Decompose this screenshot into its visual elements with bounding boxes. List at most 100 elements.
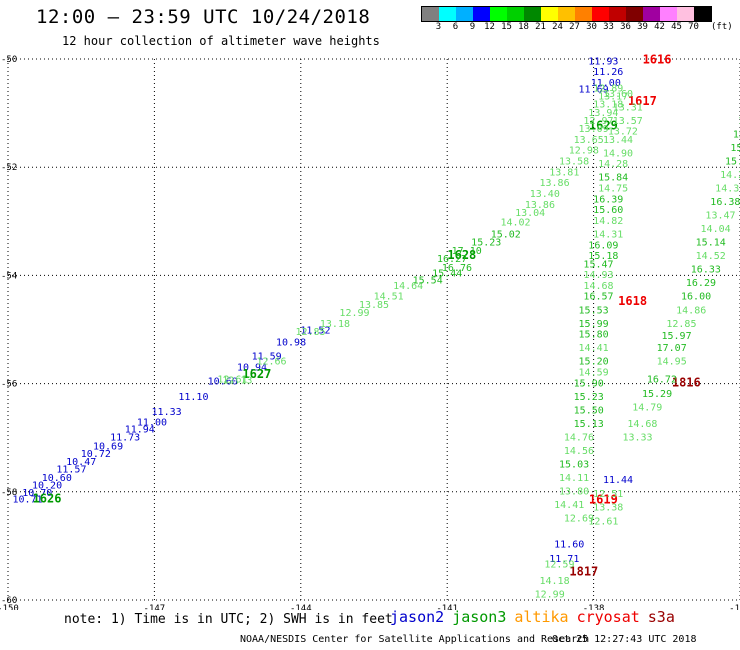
color-scale-cell — [694, 7, 711, 21]
data-point-label: 14.41 — [579, 343, 609, 354]
y-tick-label: -52 — [1, 163, 17, 173]
data-point-label: 15.02 — [491, 230, 521, 241]
data-point-label: 16.00 — [681, 292, 711, 303]
data-point-label: 1616 — [643, 52, 672, 66]
data-point-label: 15. — [738, 116, 740, 127]
data-point-label: 11.10 — [178, 392, 208, 403]
x-tick-label: -150 — [0, 604, 19, 610]
data-point-label: 11.00 — [591, 78, 621, 89]
data-point-label: 14.75 — [598, 184, 628, 195]
data-point-label: 13.17 — [598, 92, 628, 103]
data-point-label: 14.21 — [720, 170, 740, 181]
data-point-label: 16.57 — [583, 292, 613, 303]
satellite-legend: jason2 jason3 altika cryosat s3a — [390, 608, 683, 626]
data-point-label: 13.72 — [608, 127, 638, 138]
data-point-label: 12.99 — [535, 589, 565, 600]
data-point-label: 16.33 — [691, 265, 721, 276]
data-point-label: 13.47 — [705, 211, 735, 222]
data-point-label: 13.38 — [593, 503, 623, 514]
data-point-label: 1817 — [569, 565, 598, 579]
data-point-label: 16.09 — [588, 240, 618, 251]
data-point-label: 12.51 — [593, 489, 623, 500]
data-point-label: 15.80 — [579, 330, 609, 341]
data-point-label: 16.27 — [437, 254, 467, 265]
x-tick-label: -147 — [144, 604, 166, 610]
data-point-label: 1629 — [589, 118, 618, 132]
color-scale-unit: (ft) — [711, 22, 733, 32]
data-point-label: 14.79 — [632, 403, 662, 414]
credit-line: NOAA/NESDIS Center for Satellite Applica… — [240, 634, 590, 645]
color-scale-bar — [421, 6, 712, 22]
data-point-label: 15.99 — [579, 319, 609, 330]
y-tick-label: -60 — [1, 596, 17, 606]
data-point-label: 11.26 — [593, 67, 623, 78]
color-scale-cell — [626, 7, 643, 21]
y-tick-label: -54 — [1, 271, 17, 281]
data-point-label: 13.09 — [579, 124, 609, 135]
data-point-label: 15.23 — [471, 238, 501, 249]
color-scale-cell — [558, 7, 575, 21]
color-scale-cell — [439, 7, 456, 21]
data-point-label: 17.10 — [452, 246, 482, 257]
data-point-label: 12.98 — [569, 146, 599, 157]
data-point-label: 16.39 — [593, 194, 623, 205]
data-point-label: 15.44 — [432, 268, 462, 279]
data-point-label: 10.47 — [66, 457, 96, 468]
color-scale-cell — [456, 7, 473, 21]
data-point-label: 15.03 — [559, 459, 589, 470]
data-point-label: 15.18 — [588, 251, 618, 262]
data-point-label: 15.97 — [662, 331, 692, 342]
x-tick-label: -144 — [290, 604, 312, 610]
data-point-label: 15.14 — [696, 238, 726, 249]
altimeter-chart: -150 -147 -144 -141 -138 -135 -50 -52 -54 -56 -58 -… — [0, 52, 740, 610]
color-scale-label: 9 — [469, 22, 476, 32]
data-point-label: 13.94 — [588, 108, 618, 119]
data-point-label: 10.69 — [93, 442, 123, 453]
data-point-label: 14.76 — [564, 432, 594, 443]
data-point-label: 13.65 — [574, 135, 604, 146]
data-point-label: 11.33 — [152, 407, 182, 418]
legend-entry-jason3: jason3 — [452, 608, 507, 626]
data-point-label: 15.49 — [725, 156, 740, 167]
data-point-label: 11.52 — [300, 325, 330, 336]
data-point-label: 14.41 — [554, 500, 584, 511]
color-scale-label: 18 — [518, 22, 529, 32]
data-point-label: 16.76 — [442, 263, 472, 274]
page-title: 12:00 – 23:59 UTC 10/24/2018 — [36, 6, 371, 28]
data-labels: 10.7110.7010.2010.6011.5710.4710.7210.69… — [12, 52, 740, 600]
color-scale-label: 15 — [501, 22, 512, 32]
data-point-label: 13.57 — [613, 116, 643, 127]
data-point-label: 10.98 — [276, 338, 306, 349]
data-point-label: 1619 — [589, 493, 618, 507]
data-point-label: 13.80 — [559, 487, 589, 498]
data-point-label: 13.58 — [559, 156, 589, 167]
generation-timestamp: Oct 25 12:27:43 UTC 2018 — [552, 634, 697, 645]
data-point-label: 10.72 — [81, 449, 111, 460]
color-scale-cell — [524, 7, 541, 21]
data-point-label: 14.18 — [540, 576, 570, 587]
data-point-label: 1626 — [33, 492, 62, 506]
data-point-label: 1617 — [628, 94, 657, 108]
data-point-label: 10.20 — [32, 481, 62, 492]
data-point-label: 14.86 — [676, 305, 706, 316]
data-point-label: 15.53 — [579, 305, 609, 316]
color-scale-label: 70 — [688, 22, 699, 32]
color-scale-label: 39 — [637, 22, 648, 32]
axes: -150 -147 -144 -141 -138 -135 -50 -52 -54 -56 -58 -… — [0, 55, 740, 610]
legend-entry-cryosat: cryosat — [576, 608, 640, 626]
data-point-label: 10.60 — [42, 473, 72, 484]
data-point-label: 15.20 — [579, 357, 609, 368]
data-point-label: 12.61 — [588, 516, 618, 527]
footnote: note: 1) Time is in UTC; 2) SWH is in fe… — [64, 612, 393, 627]
legend-entry-s3a: s3a — [647, 608, 675, 626]
color-scale-label: 42 — [654, 22, 665, 32]
data-point-label: 11.00 — [137, 417, 167, 428]
color-scale-label: 12 — [484, 22, 495, 32]
color-scale-label: 24 — [552, 22, 563, 32]
data-point-label: 11.71 — [549, 554, 579, 565]
data-point-label: 11.93 — [588, 56, 618, 67]
data-point-label: 13.04 — [515, 208, 545, 219]
color-scale-label: 33 — [603, 22, 614, 32]
data-point-label: 12.97 — [583, 116, 613, 127]
legend-entry-altika: altika — [514, 608, 569, 626]
